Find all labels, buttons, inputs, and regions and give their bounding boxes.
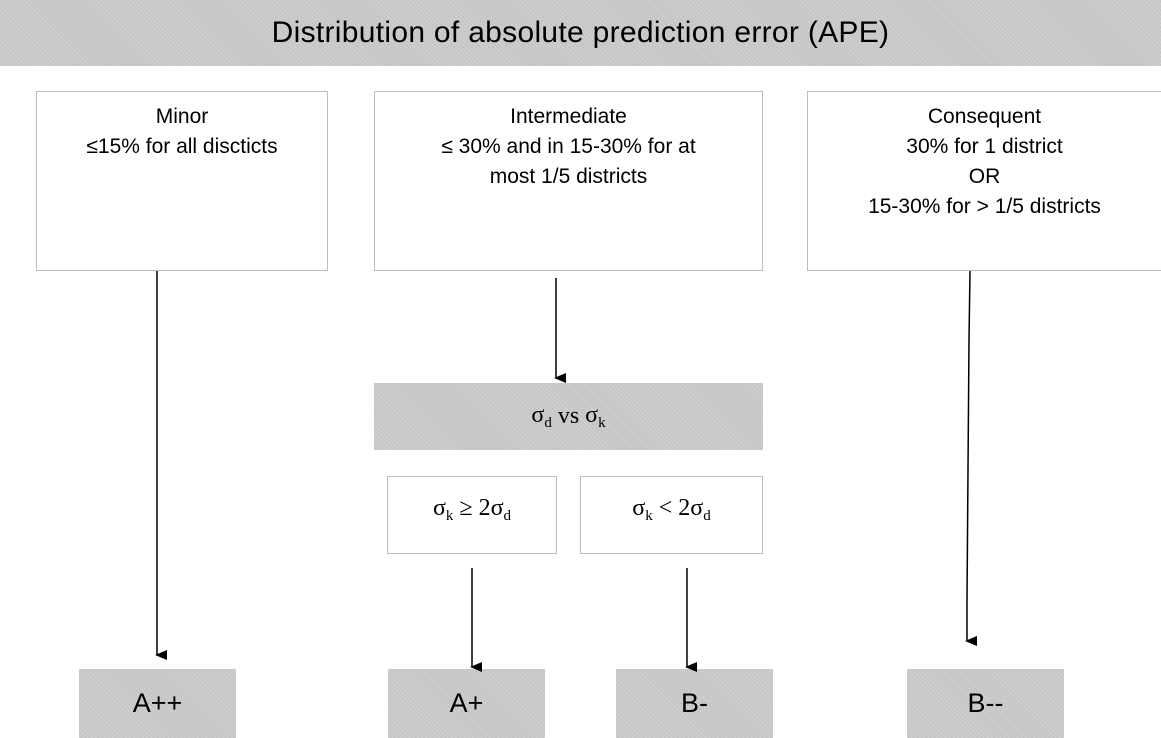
outcome-label: B- (681, 688, 708, 718)
condition-lt-box: σk < 2σd (580, 476, 763, 554)
sigma-symbol: σ (632, 495, 646, 521)
consequent-label: Consequent (927, 105, 1042, 128)
consequent-description-line-1: 30% for 1 district (906, 135, 1063, 158)
consequent-description-line-2: OR (968, 165, 1001, 188)
condition-ge-box: σk ≥ 2σd (387, 476, 557, 554)
subscript-d: d (703, 508, 711, 524)
subscript-d: d (544, 414, 552, 431)
arrow-consequent-to-b-minus-minus (965, 270, 977, 646)
outcome-b-minus-minus: B-- (907, 669, 1064, 738)
consequent-description-line-3: 15-30% for > 1/5 districts (868, 195, 1101, 218)
lt-operator: < 2 (658, 495, 691, 521)
sigma-symbol: σ (490, 495, 504, 521)
outcome-b-minus: B- (616, 669, 773, 738)
intermediate-category-box: Intermediate ≤ 30% and in 15-30% for at … (374, 91, 763, 271)
diagram-title: Distribution of absolute prediction erro… (271, 16, 890, 49)
versus-text: vs (557, 403, 580, 429)
intermediate-description-line-1: ≤ 30% and in 15-30% for at (441, 135, 696, 158)
title-banner: Distribution of absolute prediction erro… (0, 0, 1161, 66)
condition-ge-expression: σk ≥ 2σd (433, 495, 511, 525)
outcome-a-plus: A+ (388, 669, 545, 738)
minor-description: ≤15% for all discticts (86, 135, 278, 158)
outcome-label: A+ (449, 688, 484, 718)
sigma-symbol: σ (585, 401, 599, 428)
ge-operator: ≥ 2 (459, 495, 491, 521)
subscript-k: k (445, 508, 454, 524)
sigma-comparison-box: σd vs σk (374, 383, 763, 450)
intermediate-description-line-2: most 1/5 districts (489, 165, 648, 188)
consequent-category-box: Consequent 30% for 1 district OR 15-30% … (807, 91, 1161, 271)
outcome-label: B-- (967, 688, 1004, 718)
sigma-symbol: σ (690, 495, 704, 521)
subscript-k: k (645, 508, 653, 524)
intermediate-label: Intermediate (510, 105, 627, 128)
sigma-d-expression: σd (531, 402, 551, 432)
outcome-a-plus-plus: A++ (79, 669, 236, 738)
outcome-label: A++ (132, 688, 183, 718)
subscript-d: d (503, 508, 512, 524)
minor-category-box: Minor ≤15% for all discticts (36, 91, 328, 271)
subscript-k: k (598, 414, 606, 431)
sigma-k-expression: σk (585, 402, 605, 432)
sigma-symbol: σ (432, 495, 446, 521)
condition-lt-expression: σk < 2σd (632, 495, 710, 525)
sigma-symbol: σ (531, 401, 545, 428)
minor-label: Minor (155, 105, 209, 128)
